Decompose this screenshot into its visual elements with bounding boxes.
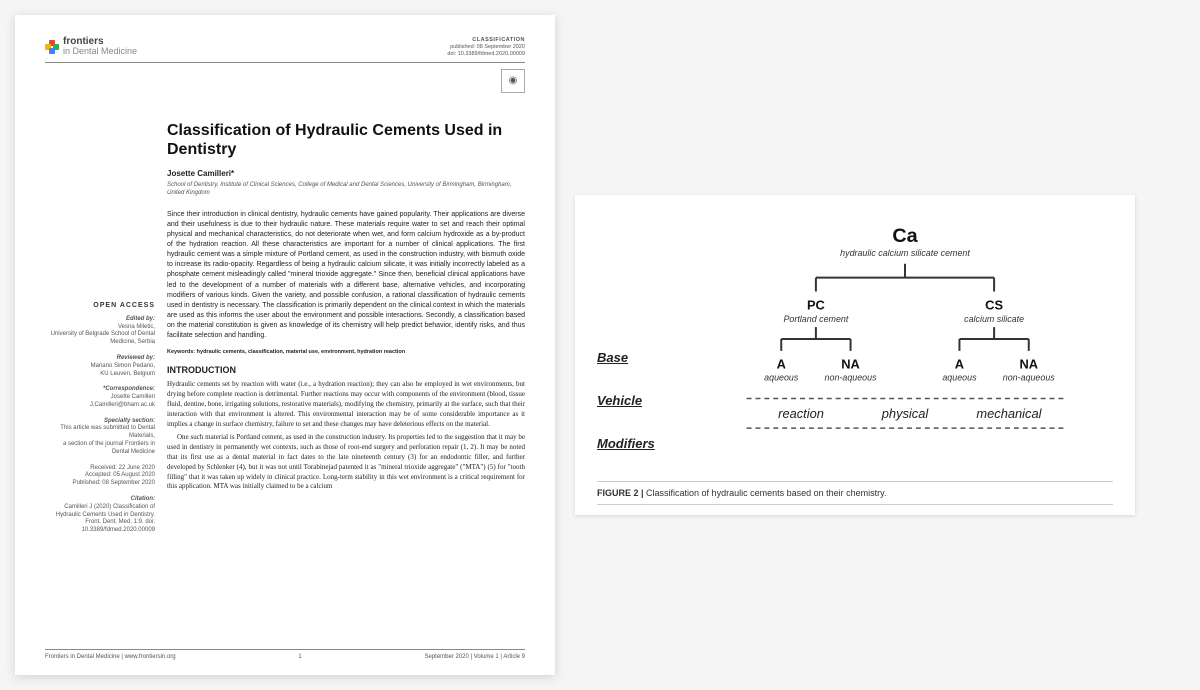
keywords: Keywords: hydraulic cements, classificat… <box>167 349 525 355</box>
root-sub: hydraulic calcium silicate cement <box>840 248 970 258</box>
vehicle-na1: NA <box>841 357 860 372</box>
reviewed-by: Mariano Simon Pedano, KU Leuven, Belgium <box>45 363 155 379</box>
abstract-text: Since their introduction in clinical den… <box>167 210 525 342</box>
check-updates-icon: ◉ <box>501 69 525 93</box>
journal-page: frontiers in Dental Medicine CLASSIFICAT… <box>15 15 555 675</box>
accepted-date: Accepted: 05 August 2020 <box>45 472 155 480</box>
doi: doi: 10.3389/fdmed.2020.00009 <box>447 51 525 58</box>
author-name: Josette Camilleri* <box>167 169 525 178</box>
base-cs-sub: calcium silicate <box>964 314 1024 324</box>
figure-caption: FIGURE 2 | Classification of hydraulic c… <box>597 481 1113 505</box>
vehicle-na2-sub: non-aqueous <box>1003 373 1056 383</box>
journal-name-2: in Dental Medicine <box>63 47 137 56</box>
section-heading: INTRODUCTION <box>167 365 525 375</box>
base-pc: PC <box>807 297 825 312</box>
specialty-label: Specialty section: <box>45 418 155 426</box>
modifier-physical: physical <box>881 406 930 421</box>
vehicle-na2: NA <box>1019 357 1038 372</box>
sidebar-published-date: Published: 08 September 2020 <box>45 480 155 488</box>
figure-panel: Base Vehicle Modifiers Ca hydraulic calc… <box>575 195 1135 515</box>
vehicle-a1-sub: aqueous <box>764 373 799 383</box>
modifier-mechanical: mechanical <box>976 406 1042 421</box>
vehicle-a1: A <box>777 357 786 372</box>
open-access-label: OPEN ACCESS <box>45 301 155 310</box>
vehicle-na1-sub: non-aqueous <box>825 373 878 383</box>
vehicle-a2: A <box>955 357 964 372</box>
modifier-reaction: reaction <box>778 406 824 421</box>
sidebar-meta: OPEN ACCESS Edited by: Vesna Miletic, Un… <box>45 121 155 649</box>
figure-caption-text: Classification of hydraulic cements base… <box>644 488 887 498</box>
footer-left: Frontiers in Dental Medicine | www.front… <box>45 654 176 660</box>
row-labels: Base Vehicle Modifiers <box>597 213 655 475</box>
citation: Camilleri J (2020) Classification of Hyd… <box>45 504 155 535</box>
intro-para-1: Hydraulic cements set by reaction with w… <box>167 380 525 429</box>
author-affiliation: School of Dentistry, Institute of Clinic… <box>167 182 525 198</box>
edited-by-label: Edited by: <box>45 316 155 324</box>
frontiers-logo-icon <box>45 40 59 54</box>
reviewed-by-label: Reviewed by: <box>45 355 155 363</box>
base-pc-sub: Portland cement <box>783 314 848 324</box>
base-cs: CS <box>985 297 1003 312</box>
root-node: Ca <box>892 225 918 247</box>
classification-diagram: Base Vehicle Modifiers Ca hydraulic calc… <box>597 213 1113 475</box>
article-type: CLASSIFICATION <box>447 37 525 44</box>
row-label-modifiers: Modifiers <box>597 436 655 451</box>
received-date: Received: 22 June 2020 <box>45 465 155 473</box>
edited-by: Vesna Miletic, University of Belgrade Sc… <box>45 324 155 347</box>
header-meta: CLASSIFICATION published: 08 September 2… <box>447 37 525 58</box>
correspondence: Josette Camilleri J.Camilleri@bham.ac.uk <box>45 394 155 410</box>
row-label-vehicle: Vehicle <box>597 393 655 408</box>
footer-page-number: 1 <box>298 654 301 660</box>
vehicle-a2-sub: aqueous <box>942 373 977 383</box>
figure-caption-label: FIGURE 2 | <box>597 488 644 498</box>
journal-logo: frontiers in Dental Medicine <box>45 37 137 56</box>
correspondence-label: *Correspondence: <box>45 386 155 394</box>
citation-label: Citation: <box>45 496 155 504</box>
published-date: published: 08 September 2020 <box>447 44 525 51</box>
intro-para-2: One such material is Portland cement, as… <box>167 433 525 492</box>
article-title: Classification of Hydraulic Cements Used… <box>167 121 525 159</box>
tree-svg: Ca hydraulic calcium silicate cement PC … <box>707 213 1103 475</box>
footer-right: September 2020 | Volume 1 | Article 9 <box>424 654 525 660</box>
paper-header: frontiers in Dental Medicine CLASSIFICAT… <box>45 37 525 63</box>
specialty: This article was submitted to Dental Mat… <box>45 425 155 456</box>
article-body: Classification of Hydraulic Cements Used… <box>167 121 525 649</box>
paper-footer: Frontiers in Dental Medicine | www.front… <box>45 649 525 660</box>
row-label-base: Base <box>597 350 655 365</box>
